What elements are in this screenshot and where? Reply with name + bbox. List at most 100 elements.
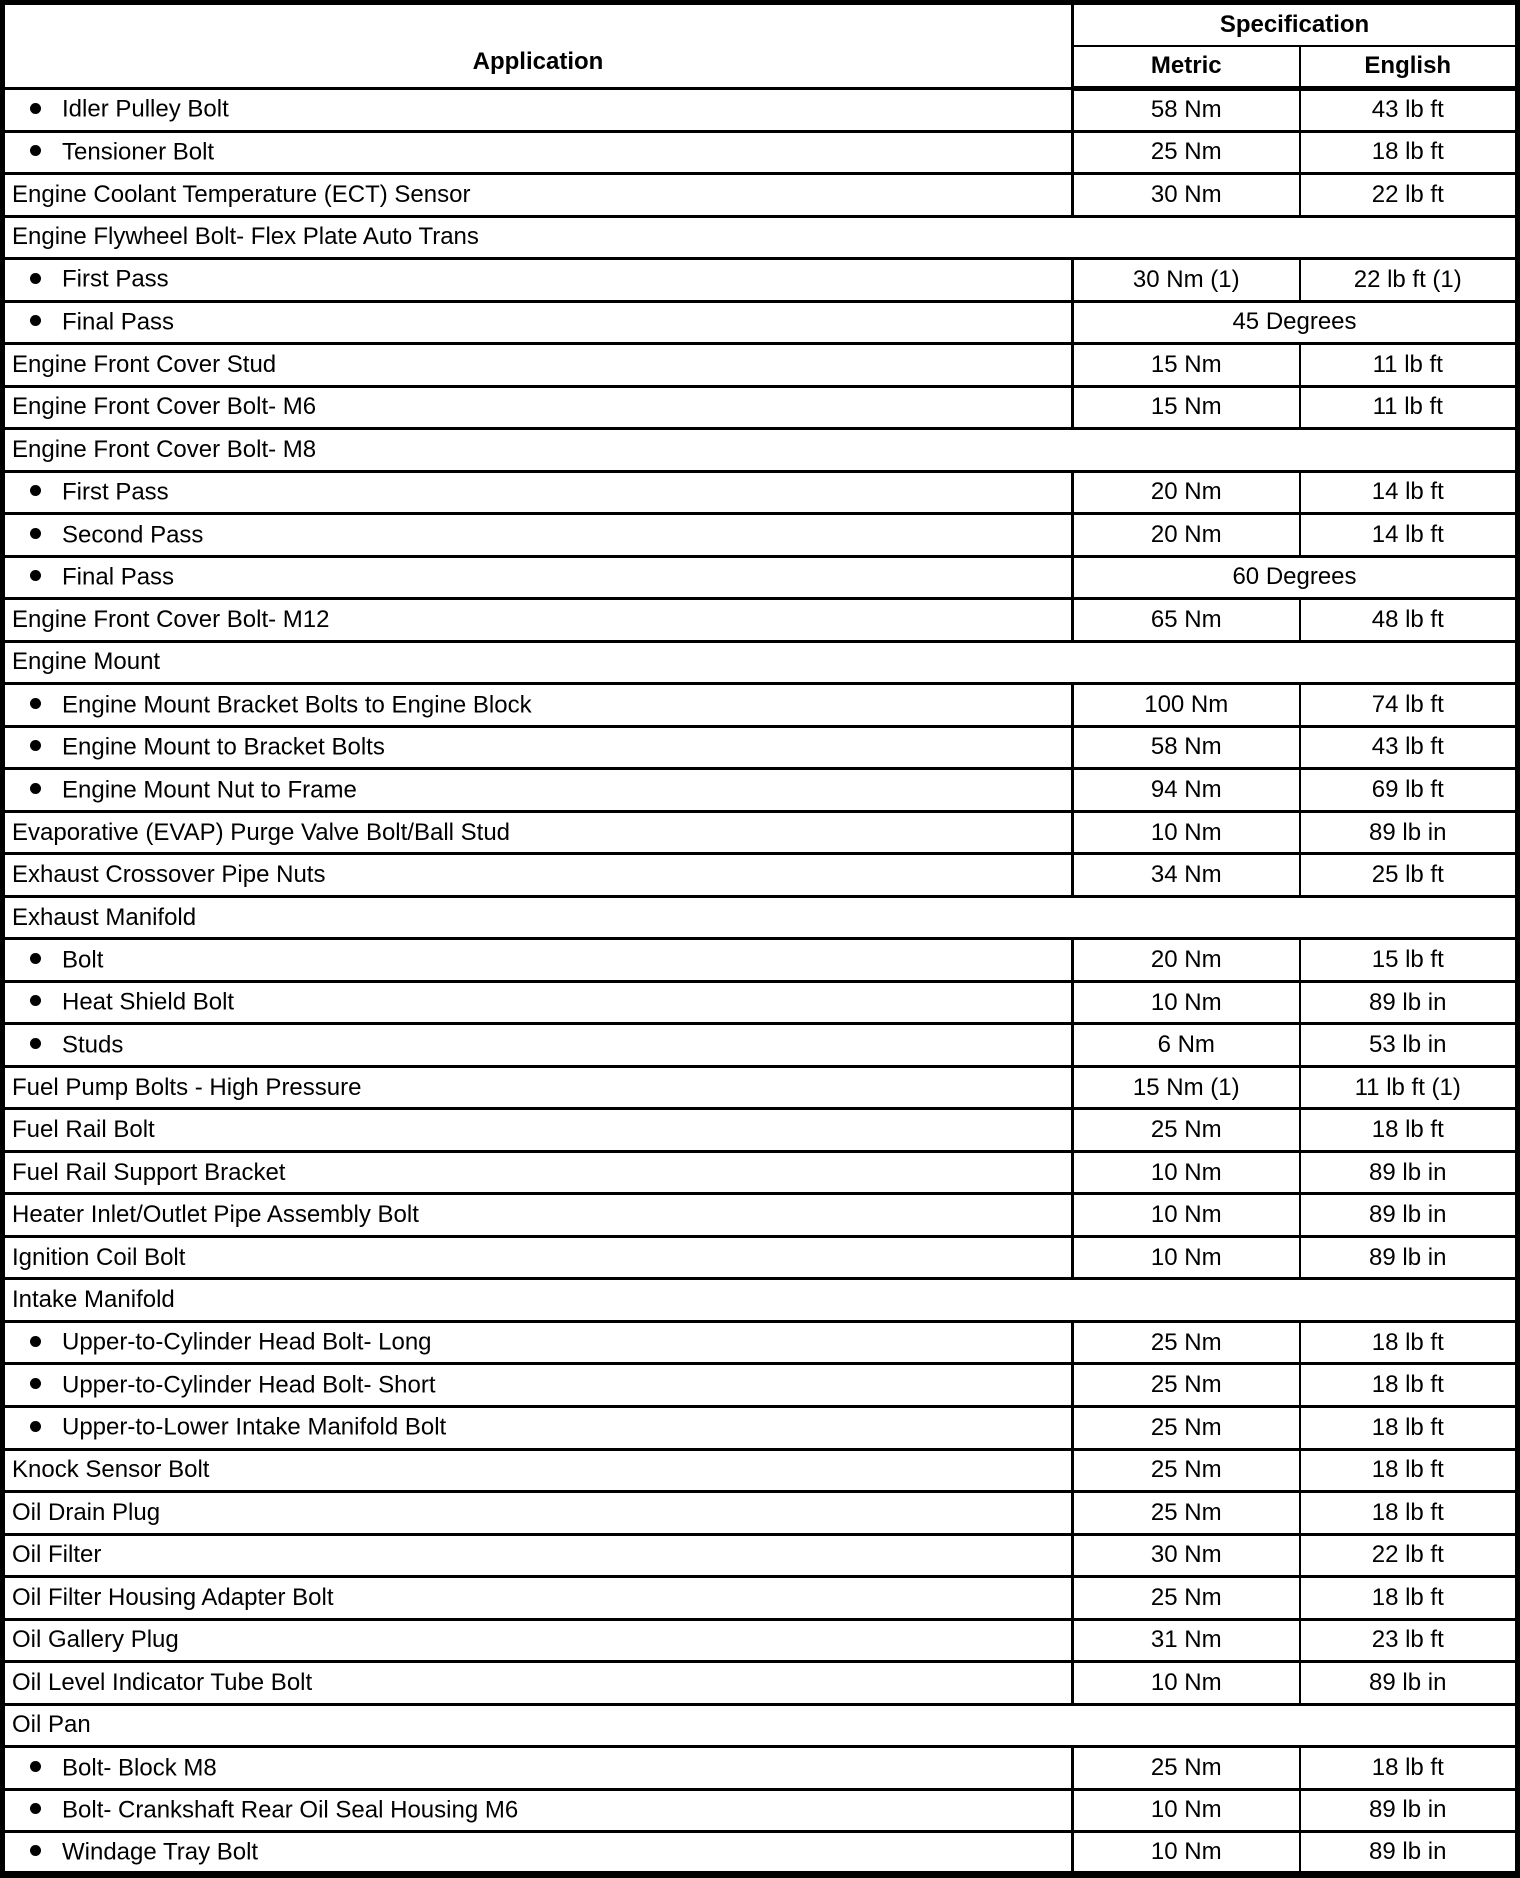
spec-row: Fuel Pump Bolts - High Pressure 15 Nm (1)…: [2, 1064, 1518, 1109]
spec-row: Ignition Coil Bolt 10 Nm 89 lb in: [2, 1234, 1518, 1279]
spec-row: Bolt- Crankshaft Rear Oil Seal Housing M…: [2, 1787, 1518, 1832]
english-value-cell: 89 lb in: [1299, 1660, 1518, 1705]
spec-row: Engine Mount Bracket Bolts to Engine Blo…: [2, 682, 1518, 727]
application-cell: Bolt- Block M8: [2, 1745, 1074, 1790]
metric-value-cell: 30 Nm: [1072, 1532, 1301, 1577]
metric-value-cell: 94 Nm: [1072, 767, 1301, 812]
spec-row: Fuel Rail Bolt 25 Nm 18 lb ft: [2, 1107, 1518, 1152]
spec-row: Fuel Rail Support Bracket 10 Nm 89 lb in: [2, 1149, 1518, 1194]
spec-row: Oil Drain Plug 25 Nm 18 lb ft: [2, 1490, 1518, 1535]
english-value-cell: 11 lb ft: [1299, 384, 1518, 429]
application-cell: Windage Tray Bolt: [2, 1830, 1074, 1875]
metric-value-cell: 25 Nm: [1072, 1447, 1301, 1492]
application-label: Windage Tray Bolt: [62, 1838, 259, 1866]
english-value-cell: 25 lb ft: [1299, 852, 1518, 897]
spec-row: Bolt 20 Nm 15 lb ft: [2, 937, 1518, 982]
metric-value-cell: 10 Nm: [1072, 1787, 1301, 1832]
bullet-icon: [30, 1803, 41, 1815]
bullet-icon: [30, 995, 41, 1007]
application-label: Engine Mount to Bracket Bolts: [62, 733, 385, 761]
bullet-icon: [30, 315, 41, 327]
section-label: Oil Pan: [2, 1702, 1518, 1747]
english-value-cell: 18 lb ft: [1299, 1362, 1518, 1407]
section-label: Engine Front Cover Bolt- M8: [2, 427, 1518, 472]
english-value-cell: 18 lb ft: [1299, 1490, 1518, 1535]
application-cell: Upper-to-Cylinder Head Bolt- Short: [2, 1362, 1074, 1407]
spec-row: Second Pass 20 Nm 14 lb ft: [2, 512, 1518, 557]
spec-row: Engine Front Cover Bolt- M12 65 Nm 48 lb f…: [2, 597, 1518, 642]
application-label: Second Pass: [62, 521, 204, 549]
english-value-cell: 11 lb ft: [1299, 342, 1518, 387]
english-value-cell: 23 lb ft: [1299, 1617, 1518, 1662]
bullet-icon: [30, 952, 41, 964]
application-cell: Engine Mount Nut to Frame: [2, 767, 1074, 812]
spec-row: Upper-to-Cylinder Head Bolt- Short 25 Nm 1…: [2, 1362, 1518, 1407]
bullet-icon: [30, 1037, 41, 1049]
application-cell: First Pass: [2, 469, 1074, 514]
english-value-cell: 14 lb ft: [1299, 512, 1518, 557]
section-row: Intake Manifold: [2, 1277, 1518, 1322]
application-cell: Engine Front Cover Stud: [2, 342, 1074, 387]
english-value-cell: 22 lb ft (1): [1299, 257, 1518, 302]
application-cell: Bolt: [2, 937, 1074, 982]
spec-row: Idler Pulley Bolt 58 Nm 43 lb ft: [2, 87, 1518, 132]
application-cell: Upper-to-Lower Intake Manifold Bolt: [2, 1405, 1074, 1449]
application-label: Studs: [62, 1031, 124, 1059]
application-cell: Final Pass: [2, 299, 1074, 344]
english-value-cell: 89 lb in: [1299, 1234, 1518, 1279]
application-label: Upper-to-Lower Intake Manifold Bolt: [62, 1414, 447, 1442]
spec-row: First Pass 20 Nm 14 lb ft: [2, 469, 1518, 514]
bullet-icon: [30, 102, 41, 114]
application-label: Bolt- Crankshaft Rear Oil Seal Housing M…: [62, 1796, 519, 1824]
metric-value-cell: 15 Nm: [1072, 384, 1301, 429]
application-cell: Knock Sensor Bolt: [2, 1447, 1074, 1492]
section-label: Engine Flywheel Bolt- Flex Plate Auto Tr…: [2, 214, 1518, 259]
header-row-top: Application Specification: [2, 2, 1518, 89]
metric-value-cell: 10 Nm: [1072, 1660, 1301, 1705]
application-cell: Oil Level Indicator Tube Bolt: [2, 1660, 1074, 1705]
section-row: Engine Mount: [2, 639, 1518, 684]
application-cell: Engine Mount Bracket Bolts to Engine Blo…: [2, 682, 1074, 727]
application-cell: Tensioner Bolt: [2, 129, 1074, 174]
english-value-cell: 15 lb ft: [1299, 937, 1518, 982]
english-column-header: English: [1299, 45, 1518, 91]
bullet-icon: [30, 1844, 41, 1856]
section-label: Intake Manifold: [2, 1277, 1518, 1322]
bullet-icon: [30, 740, 41, 752]
application-label: Engine Mount Bracket Bolts to Engine Blo…: [62, 691, 532, 719]
application-label: Final Pass: [62, 563, 175, 591]
metric-value-cell: 20 Nm: [1072, 469, 1301, 514]
application-cell: Engine Mount to Bracket Bolts: [2, 724, 1074, 769]
spec-row: Evaporative (EVAP) Purge Valve Bolt/Ball…: [2, 809, 1518, 854]
application-cell: Heat Shield Bolt: [2, 979, 1074, 1024]
header-row-units: Metric English: [3, 45, 1518, 91]
metric-value-cell: 15 Nm (1): [1072, 1064, 1301, 1109]
spec-row: Engine Mount Nut to Frame 94 Nm 69 lb ft: [2, 767, 1518, 812]
application-column-header: Application: [2, 2, 1074, 89]
bullet-icon: [30, 1335, 41, 1347]
english-value-cell: 43 lb ft: [1299, 87, 1518, 132]
metric-value-cell: 20 Nm: [1072, 937, 1301, 982]
english-value-cell: 89 lb in: [1299, 1787, 1518, 1832]
spec-row: Knock Sensor Bolt 25 Nm 18 lb ft: [2, 1447, 1518, 1492]
english-value-cell: 69 lb ft: [1299, 767, 1518, 812]
section-row: Engine Flywheel Bolt- Flex Plate Auto Tr…: [2, 214, 1518, 259]
application-label: Tensioner Bolt: [62, 138, 215, 166]
bullet-icon: [30, 1378, 41, 1390]
application-label: Idler Pulley Bolt: [62, 96, 229, 124]
spec-row: Studs 6 Nm 53 lb in: [2, 1022, 1518, 1067]
spec-row: Oil Gallery Plug 31 Nm 23 lb ft: [2, 1617, 1518, 1662]
bullet-icon: [30, 697, 41, 709]
merged-spec-cell: 45 Degrees: [1072, 299, 1518, 344]
spec-table-body: Idler Pulley Bolt 58 Nm 43 lb ft Tensioner …: [2, 87, 1518, 1875]
english-value-cell: 18 lb ft: [1299, 1745, 1518, 1790]
application-label: First Pass: [62, 266, 169, 294]
application-label: Heat Shield Bolt: [62, 988, 235, 1016]
metric-value-cell: 30 Nm: [1072, 172, 1301, 217]
metric-value-cell: 25 Nm: [1072, 1405, 1301, 1449]
spec-row: Upper-to-Lower Intake Manifold Bolt 25 Nm…: [2, 1405, 1518, 1449]
table-header: Application Specification Metric English: [2, 2, 1518, 91]
section-label: Engine Mount: [2, 639, 1518, 684]
section-row: Engine Front Cover Bolt- M8: [2, 427, 1518, 472]
